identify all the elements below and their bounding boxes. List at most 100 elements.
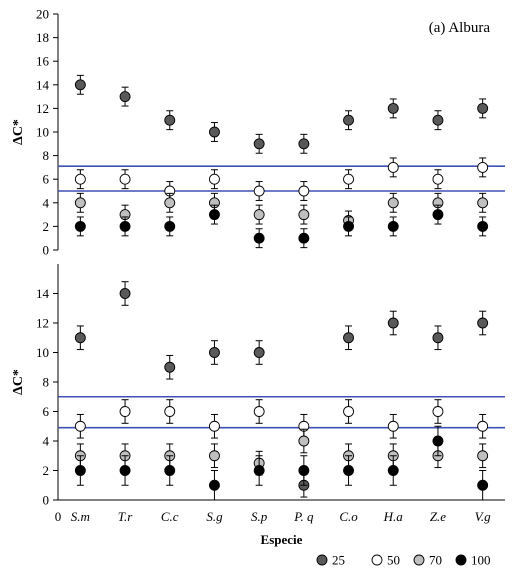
panel-annotation: (a) Albura: [429, 20, 491, 36]
data-point-100: [432, 209, 444, 221]
data-point-50: [343, 173, 354, 185]
legend-marker-70: [413, 554, 425, 566]
data-point-50: [164, 406, 176, 417]
data-point-50: [208, 420, 220, 432]
x-axis-title: Especie: [261, 532, 303, 547]
y-tick-label: 8: [43, 375, 50, 390]
y-axis-title: ΔC*: [11, 369, 26, 395]
data-point-50: [387, 161, 399, 173]
data-point-100: [119, 465, 131, 476]
data-point-25: [74, 79, 86, 91]
data-point-100: [387, 465, 399, 476]
data-point-25: [208, 347, 220, 358]
y-tick-label: 8: [43, 148, 50, 163]
data-point-25: [253, 347, 265, 358]
x-category-label: S.p: [251, 509, 268, 524]
data-point-100: [164, 220, 176, 232]
x-category-label: S.g: [206, 509, 223, 524]
data-point-100: [208, 209, 220, 221]
data-point-50: [343, 406, 354, 417]
y-tick-label: 2: [43, 219, 50, 234]
data-point-100: [477, 220, 489, 232]
data-point-50: [74, 420, 86, 432]
legend-marker-100: [455, 554, 467, 566]
data-point-25: [119, 91, 131, 103]
data-point-100: [298, 232, 310, 244]
data-point-100: [253, 232, 265, 244]
data-point-100: [343, 465, 354, 476]
data-point-50: [253, 406, 265, 417]
data-point-70: [298, 209, 310, 221]
data-point-70: [387, 197, 399, 209]
data-point-100: [298, 465, 310, 476]
y-tick-label: 10: [36, 345, 49, 360]
data-point-25: [119, 288, 131, 299]
y-tick-label: 6: [43, 404, 50, 419]
data-point-100: [432, 435, 444, 447]
data-point-70: [298, 435, 310, 447]
data-point-50: [387, 420, 399, 432]
data-point-25: [477, 102, 489, 114]
data-point-25: [432, 114, 444, 126]
y-tick-label: 20: [36, 7, 49, 22]
data-point-25: [387, 102, 399, 114]
data-point-100: [253, 465, 265, 476]
x-category-label: S.m: [71, 509, 90, 524]
data-point-50: [298, 185, 310, 197]
y-tick-label: 4: [43, 434, 50, 449]
data-point-70: [477, 450, 489, 462]
data-point-25: [477, 317, 489, 329]
y-tick-label: 18: [36, 30, 49, 45]
data-point-25: [74, 332, 86, 344]
y-axis-title: ΔC*: [11, 119, 26, 145]
data-point-70: [253, 209, 265, 221]
data-point-25: [343, 114, 354, 126]
data-point-25: [164, 361, 176, 373]
legend-marker-25: [316, 554, 328, 566]
data-point-50: [432, 173, 444, 185]
x-category-label: P. q: [293, 509, 314, 524]
data-point-70: [477, 197, 489, 209]
data-point-25: [298, 138, 310, 150]
y-tick-label: 10: [36, 125, 49, 140]
data-point-70: [208, 450, 220, 462]
x-category-label: Z.e: [430, 509, 446, 524]
y-tick-label: 14: [36, 286, 50, 301]
x-origin-label: 0: [55, 509, 62, 524]
y-tick-label: 12: [36, 316, 49, 331]
y-tick-label: 4: [43, 195, 50, 210]
data-point-25: [253, 138, 265, 150]
x-category-label: V.g: [475, 509, 492, 524]
x-category-label: T.r: [118, 509, 134, 524]
data-point-100: [343, 220, 354, 232]
y-tick-label: 0: [43, 243, 50, 258]
y-tick-label: 14: [36, 77, 50, 92]
data-point-100: [74, 220, 86, 232]
data-point-25: [343, 332, 354, 344]
y-tick-label: 0: [43, 493, 50, 508]
data-point-50: [119, 173, 131, 185]
data-point-25: [432, 332, 444, 344]
data-point-25: [387, 317, 399, 329]
data-point-50: [119, 406, 131, 417]
data-point-50: [432, 406, 444, 417]
data-point-70: [74, 197, 86, 209]
data-point-100: [387, 220, 399, 232]
y-tick-label: 6: [43, 172, 50, 187]
legend-label: 25: [332, 553, 345, 568]
data-point-100: [74, 465, 86, 476]
x-category-label: C.o: [339, 509, 358, 524]
x-category-label: C.c: [161, 509, 179, 524]
data-point-25: [208, 126, 220, 138]
legend-marker-50: [371, 554, 383, 566]
data-point-70: [164, 197, 176, 209]
data-point-25: [164, 114, 176, 126]
legend-label: 70: [429, 553, 442, 568]
data-point-50: [477, 161, 489, 173]
data-point-100: [477, 479, 489, 491]
data-point-50: [253, 185, 265, 197]
data-point-50: [477, 420, 489, 432]
data-point-50: [74, 173, 86, 185]
data-point-50: [208, 173, 220, 185]
